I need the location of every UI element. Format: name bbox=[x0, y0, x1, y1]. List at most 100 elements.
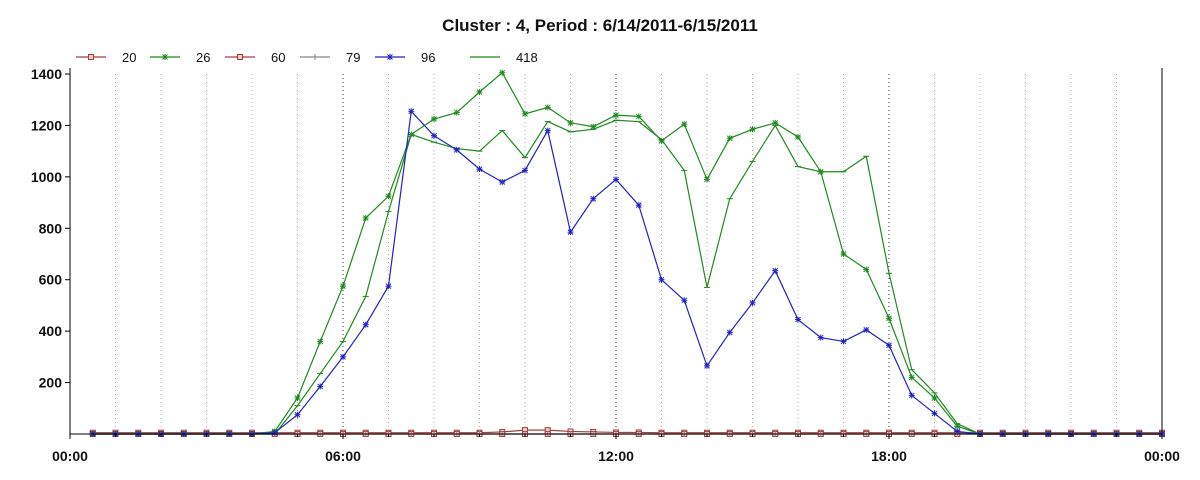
data-point bbox=[886, 342, 892, 349]
marker-stroke bbox=[294, 411, 301, 418]
marker-stroke bbox=[635, 113, 642, 120]
marker-stroke bbox=[431, 116, 437, 122]
data-point bbox=[635, 113, 642, 120]
data-point bbox=[954, 428, 961, 435]
legend-label: 60 bbox=[271, 50, 285, 65]
data-point bbox=[294, 395, 301, 401]
data-point bbox=[772, 119, 779, 126]
marker-stroke bbox=[726, 329, 733, 336]
y-tick-label: 800 bbox=[39, 220, 63, 236]
data-point bbox=[294, 411, 301, 418]
data-point bbox=[362, 321, 369, 328]
marker-stroke bbox=[567, 229, 574, 235]
marker-stroke bbox=[317, 383, 324, 390]
marker-stroke bbox=[886, 315, 892, 322]
data-point bbox=[704, 362, 710, 369]
marker-stroke bbox=[162, 54, 168, 60]
data-point bbox=[590, 195, 597, 202]
series-layer bbox=[89, 69, 1165, 437]
series-line bbox=[92, 109, 1162, 435]
data-point bbox=[237, 54, 243, 60]
series-line bbox=[92, 71, 1162, 435]
data-point bbox=[749, 126, 756, 133]
marker-stroke bbox=[522, 111, 528, 117]
series-26 bbox=[89, 69, 1165, 437]
data-point bbox=[908, 392, 915, 399]
data-point bbox=[408, 108, 415, 115]
data-point bbox=[88, 54, 94, 60]
data-point bbox=[385, 283, 392, 290]
marker-stroke bbox=[681, 121, 688, 127]
marker-stroke bbox=[931, 410, 938, 417]
data-point bbox=[567, 119, 574, 126]
data-point bbox=[658, 137, 665, 144]
marker-stroke bbox=[772, 120, 779, 126]
data-point bbox=[544, 104, 551, 111]
data-point bbox=[840, 251, 847, 257]
data-point bbox=[567, 229, 574, 236]
data-point bbox=[476, 166, 483, 173]
data-point bbox=[162, 54, 168, 60]
marker-stroke bbox=[726, 135, 733, 142]
data-point bbox=[317, 383, 324, 390]
marker-stroke bbox=[635, 202, 642, 208]
marker-stroke bbox=[340, 354, 346, 360]
chart-title: Cluster : 4, Period : 6/14/2011-6/15/201… bbox=[442, 16, 758, 35]
data-point bbox=[795, 134, 801, 140]
marker-stroke bbox=[522, 167, 528, 174]
marker-stroke bbox=[886, 342, 892, 349]
data-point bbox=[385, 193, 392, 200]
data-point bbox=[312, 54, 318, 60]
legend-label: 418 bbox=[516, 50, 538, 65]
data-point bbox=[522, 110, 528, 117]
data-point bbox=[362, 215, 369, 221]
data-point bbox=[658, 276, 665, 283]
data-point bbox=[635, 202, 642, 209]
data-point bbox=[340, 353, 346, 360]
series-line bbox=[92, 119, 1162, 435]
marker-stroke bbox=[863, 327, 870, 333]
chart-axes: 200 400 600 800 1000 1200 1400 00:00 06:00 12:00 1… bbox=[31, 66, 1180, 464]
marker-stroke bbox=[362, 321, 369, 328]
marker-stroke bbox=[795, 134, 801, 140]
x-tick-label: 00:00 bbox=[52, 448, 88, 464]
marker-stroke bbox=[772, 267, 779, 274]
marker-stroke bbox=[613, 112, 619, 118]
data-point bbox=[271, 429, 278, 436]
y-tick-label: 1200 bbox=[31, 117, 62, 133]
data-point bbox=[522, 167, 528, 174]
chart-legend: 20 26 60 79 96 418 bbox=[76, 50, 538, 65]
data-point bbox=[408, 131, 415, 138]
data-point bbox=[681, 121, 688, 128]
y-tick-label: 1400 bbox=[31, 66, 62, 82]
legend-item-60: 60 bbox=[225, 50, 285, 65]
data-point bbox=[476, 89, 483, 95]
data-point bbox=[431, 132, 437, 139]
data-point bbox=[499, 179, 506, 185]
data-point bbox=[863, 326, 870, 333]
marker-stroke bbox=[387, 54, 393, 60]
marker-stroke bbox=[840, 338, 847, 345]
data-point bbox=[453, 109, 460, 116]
data-point bbox=[387, 54, 393, 60]
marker-stroke bbox=[704, 363, 710, 369]
marker-stroke bbox=[408, 108, 415, 115]
legend-label: 96 bbox=[421, 50, 435, 65]
data-point bbox=[681, 297, 688, 304]
marker-stroke bbox=[658, 138, 665, 144]
data-point bbox=[590, 123, 597, 130]
data-point bbox=[704, 176, 710, 183]
x-tick-label: 06:00 bbox=[325, 448, 361, 464]
legend-label: 79 bbox=[346, 50, 360, 65]
marker-stroke bbox=[476, 166, 483, 172]
legend-item-418: 418 bbox=[470, 50, 538, 65]
data-point bbox=[613, 176, 619, 183]
marker-stroke bbox=[385, 193, 392, 199]
marker-stroke bbox=[840, 251, 847, 257]
x-tick-label: 12:00 bbox=[598, 448, 634, 464]
marker-stroke bbox=[590, 195, 597, 202]
marker-stroke bbox=[431, 132, 437, 139]
marker-stroke bbox=[704, 176, 710, 183]
legend-item-79: 79 bbox=[300, 50, 360, 65]
